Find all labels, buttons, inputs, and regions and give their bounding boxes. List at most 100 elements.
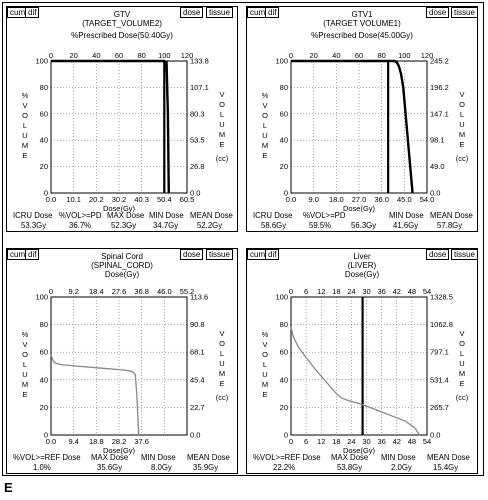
dose-tab[interactable]: dose xyxy=(426,7,450,18)
x-tick-label: 24 xyxy=(347,437,355,446)
y-axis-label-glyph: O xyxy=(22,111,28,120)
x-tick-label: 0.0 xyxy=(46,195,56,204)
dif-tab[interactable]: dif xyxy=(265,249,280,260)
stat-header-vol-pd: %VOL>=PD xyxy=(59,211,102,220)
y-axis-label-glyph: M xyxy=(22,380,28,389)
x-tick-label: 27.0 xyxy=(352,195,367,204)
tissue-tab[interactable]: tissue xyxy=(206,249,233,260)
stat-value-max: 35.6Gy xyxy=(97,463,123,472)
y2-tick-label: 196.2 xyxy=(430,83,449,92)
y2-tick-label: 265.7 xyxy=(430,403,449,412)
y-axis-label-glyph: O xyxy=(262,350,268,359)
dvh-curve xyxy=(51,59,170,194)
dif-tab[interactable]: dif xyxy=(265,7,280,18)
stat-value-icru: 58.6Gy xyxy=(261,221,287,230)
top-axis-label: Dose(Gy) xyxy=(344,270,380,279)
y-axis-label-glyph: E xyxy=(22,151,27,160)
stat-header-min: MIN Dose xyxy=(149,211,184,220)
y-axis-label-glyph: L xyxy=(23,360,27,369)
top-tick-label: 60 xyxy=(115,51,123,60)
stat-value-min: 8.0Gy xyxy=(151,463,172,472)
top-tick-label: 40 xyxy=(92,51,100,60)
y-tick-label: 0 xyxy=(44,431,48,440)
tissue-tab[interactable]: tissue xyxy=(206,7,233,18)
stat-header-vol-ref: %VOL>=REF Dose xyxy=(253,453,321,462)
y2-tick-label: 1328.5 xyxy=(430,293,453,302)
stat-value-mean: 15.4Gy xyxy=(433,463,459,472)
y-axis-label-glyph: E xyxy=(22,390,27,399)
y2-tick-label: 98.1 xyxy=(430,136,445,145)
dif-tab[interactable]: dif xyxy=(25,7,40,18)
y-tick-label: 100 xyxy=(275,293,288,302)
stat-header-icru: ICRU Dose xyxy=(13,211,53,220)
top-tick-label: 120 xyxy=(181,51,194,60)
dose-tab[interactable]: dose xyxy=(180,249,204,260)
top-tick-label: 100 xyxy=(398,51,411,60)
stat-header-mean: MEAN Dose xyxy=(187,453,230,462)
stat-value-icru: 53.3Gy xyxy=(21,221,47,230)
stat-value-mean: 35.9Gy xyxy=(193,463,219,472)
x-tick-label: 42 xyxy=(393,437,401,446)
chart-area: 0204060801000.0265.7531.4797.11062.81328… xyxy=(262,287,469,455)
x-tick-label: 60.5 xyxy=(180,195,195,204)
y-tick-label: 60 xyxy=(40,109,48,118)
chart-title: GTV xyxy=(113,10,131,19)
y2-axis-label-glyph: E xyxy=(459,140,464,149)
y2-axis-label-glyph: M xyxy=(219,369,225,378)
y2-axis-unit: (cc) xyxy=(216,154,229,163)
y2-tick-label: 22.7 xyxy=(190,403,205,412)
tissue-tab[interactable]: tissue xyxy=(451,7,478,18)
y-tick-label: 20 xyxy=(280,162,288,171)
y-axis-label-glyph: V xyxy=(22,101,27,110)
y-tick-label: 100 xyxy=(275,57,288,66)
top-tick-label: 54 xyxy=(423,287,431,296)
y-axis-label-glyph: % xyxy=(22,330,29,339)
top-tick-label: 18 xyxy=(332,287,340,296)
dose-tab[interactable]: dose xyxy=(180,7,204,18)
y-axis-label-glyph: % xyxy=(262,330,269,339)
dose-tab[interactable]: dose xyxy=(426,249,450,260)
stat-value-mean: 52.2Gy xyxy=(197,221,223,230)
x-tick-label: 50.4 xyxy=(157,195,172,204)
y2-axis-label-glyph: M xyxy=(219,130,225,139)
stat-value-max: 53.8Gy xyxy=(337,463,363,472)
dvh-curve xyxy=(290,327,420,436)
top-tick-label: 30 xyxy=(362,287,370,296)
y-axis-label-glyph: V xyxy=(262,340,267,349)
top-tick-label: 9.2 xyxy=(68,287,78,296)
top-tick-label: 27.6 xyxy=(112,287,127,296)
y-tick-label: 100 xyxy=(35,57,48,66)
y2-axis-label-glyph: E xyxy=(219,379,224,388)
x-tick-label: 30 xyxy=(362,437,370,446)
dif-tab[interactable]: dif xyxy=(25,249,40,260)
y2-axis-label-glyph: O xyxy=(219,100,225,109)
tissue-tab[interactable]: tissue xyxy=(451,249,478,260)
chart-title: GTV1 xyxy=(351,10,373,19)
x-tick-label: 18.8 xyxy=(89,437,104,446)
top-axis-label: Dose(Gy) xyxy=(104,270,140,279)
y-tick-label: 40 xyxy=(280,375,288,384)
y2-tick-label: 45.4 xyxy=(190,375,205,384)
top-tick-label: 12 xyxy=(317,287,325,296)
chart-subtitle: (LIVER) xyxy=(347,261,377,270)
figure-letter: E xyxy=(4,480,13,495)
y2-tick-label: 26.8 xyxy=(190,162,205,171)
y-tick-label: 80 xyxy=(40,320,48,329)
y-tick-label: 60 xyxy=(40,348,48,357)
chart-area: 0 20 40 60 80 100 0.0 49.0 98.1 147.1 196.2 245.2 0 2… xyxy=(262,51,469,213)
dvh-panel-liver: cum dif dose tissue Liver (LIVER) Dose(G… xyxy=(246,248,478,474)
top-tick-label: 24 xyxy=(347,287,355,296)
x-tick-label: 30.2 xyxy=(112,195,127,204)
x-tick-label: 18.0 xyxy=(329,195,344,204)
x-tick-label: 0.0 xyxy=(286,195,296,204)
top-axis-label: %Prescribed Dose(50.40Gy) xyxy=(71,31,173,40)
stat-value-max: 52.3Gy xyxy=(111,221,137,230)
chart-subtitle: (SPINAL_CORD) xyxy=(91,261,153,270)
y-tick-label: 60 xyxy=(280,348,288,357)
top-tick-label: 46.0 xyxy=(157,287,172,296)
top-tick-label: 40 xyxy=(332,51,340,60)
top-tick-label: 0 xyxy=(49,287,53,296)
x-tick-label: 9.4 xyxy=(68,437,78,446)
stat-value-vol-pd: 59.5% xyxy=(309,221,332,230)
chart-area: 0 20 40 60 80 100 0.0 26.8 53.5 80.3 107.1 133.8 0 20… xyxy=(22,51,229,213)
